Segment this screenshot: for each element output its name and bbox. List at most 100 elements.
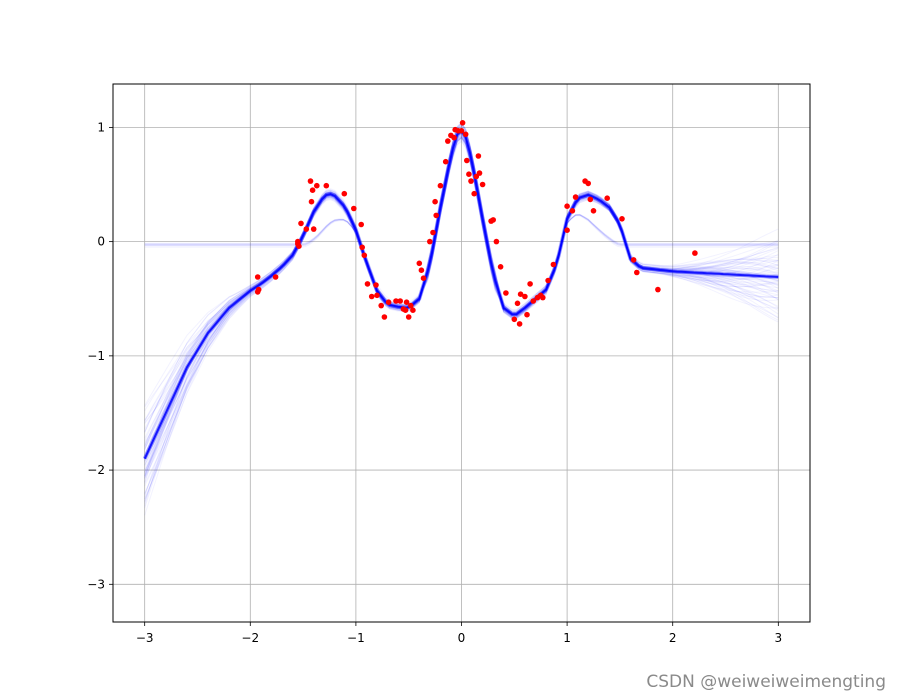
sample-curve <box>144 135 779 498</box>
data-point <box>351 205 357 212</box>
data-point <box>522 293 528 300</box>
data-point <box>410 307 416 314</box>
data-point <box>569 208 576 214</box>
data-point <box>314 182 320 189</box>
data-point <box>530 298 537 304</box>
data-point <box>420 275 427 282</box>
data-point <box>471 190 478 197</box>
data-point <box>458 128 465 134</box>
data-point <box>403 299 410 306</box>
data-point <box>385 299 392 306</box>
data-point <box>373 282 379 288</box>
axis-ticks: −3 −2 −1 0 1 2 3 −3 −2 −1 0 1 <box>87 120 782 645</box>
sample-curve <box>144 137 779 463</box>
data-point <box>298 220 304 227</box>
data-point <box>475 153 482 159</box>
data-point <box>585 180 591 187</box>
data-point <box>397 298 404 304</box>
sample-curve <box>144 136 779 475</box>
sample-curve <box>144 133 779 460</box>
data-point <box>468 178 474 184</box>
sample-curve <box>144 126 779 407</box>
data-point <box>296 243 302 249</box>
x-tick-label: −2 <box>241 631 259 645</box>
data-point <box>490 217 497 223</box>
data-point <box>572 194 579 200</box>
data-point <box>254 274 261 280</box>
data-point <box>272 274 279 280</box>
data-point <box>323 182 330 189</box>
data-point <box>497 264 504 270</box>
x-tick-label: −3 <box>136 631 154 645</box>
data-point <box>634 269 640 276</box>
data-point <box>564 203 570 209</box>
data-point <box>309 187 316 193</box>
data-point <box>402 307 409 314</box>
x-tick-label: 3 <box>774 631 782 645</box>
data-point <box>514 300 521 307</box>
sample-curve <box>144 136 779 494</box>
sample-curve <box>144 140 779 477</box>
sample-curve <box>144 134 779 477</box>
data-point <box>493 238 500 245</box>
data-point <box>527 281 533 287</box>
data-point <box>587 196 594 203</box>
x-tick-label: 2 <box>669 631 677 645</box>
data-point <box>464 157 470 164</box>
data-point <box>364 281 371 287</box>
data-point <box>361 252 368 259</box>
data-point <box>303 226 310 232</box>
data-point <box>310 226 317 232</box>
data-point <box>416 260 423 267</box>
data-point <box>427 238 433 245</box>
y-tick-label: 0 <box>97 235 105 249</box>
data-point <box>564 227 570 233</box>
data-point <box>503 290 509 296</box>
data-point <box>442 158 449 165</box>
data-point <box>476 170 483 176</box>
data-point <box>433 212 440 219</box>
data-point <box>418 267 425 274</box>
sample-curve <box>144 126 779 476</box>
data-point <box>405 314 412 320</box>
data-point <box>378 302 385 309</box>
y-tick-label: −3 <box>87 577 105 591</box>
sample-curve <box>144 138 779 460</box>
data-point <box>540 294 546 301</box>
sample-curve <box>144 136 779 461</box>
data-point <box>432 198 438 205</box>
data-point <box>466 171 472 177</box>
data-point <box>393 298 399 304</box>
x-tick-label: 1 <box>563 631 571 645</box>
y-tick-label: −1 <box>87 349 105 363</box>
data-point <box>408 302 414 309</box>
sample-curve <box>144 140 779 509</box>
data-point <box>462 131 469 138</box>
data-point <box>550 261 557 268</box>
data-point <box>451 134 457 141</box>
sample-curve <box>144 133 779 479</box>
data-point <box>374 292 380 299</box>
data-point <box>445 138 451 144</box>
data-point <box>511 316 518 323</box>
data-point <box>692 250 698 256</box>
data-point <box>341 190 348 197</box>
data-point <box>437 182 444 189</box>
observed-points <box>254 120 698 327</box>
grid-lines <box>113 84 810 622</box>
y-tick-label: 1 <box>97 120 105 134</box>
x-tick-label: 0 <box>458 631 466 645</box>
data-point <box>630 257 637 263</box>
data-point <box>655 286 661 293</box>
data-point <box>590 208 597 214</box>
data-point <box>430 229 436 236</box>
data-point <box>358 221 365 228</box>
data-point <box>619 216 625 222</box>
sample-curve <box>144 135 779 500</box>
data-point <box>381 314 388 320</box>
data-point <box>459 120 466 126</box>
x-tick-label: −1 <box>347 631 365 645</box>
data-point <box>255 286 262 293</box>
sample-curve <box>144 138 779 472</box>
